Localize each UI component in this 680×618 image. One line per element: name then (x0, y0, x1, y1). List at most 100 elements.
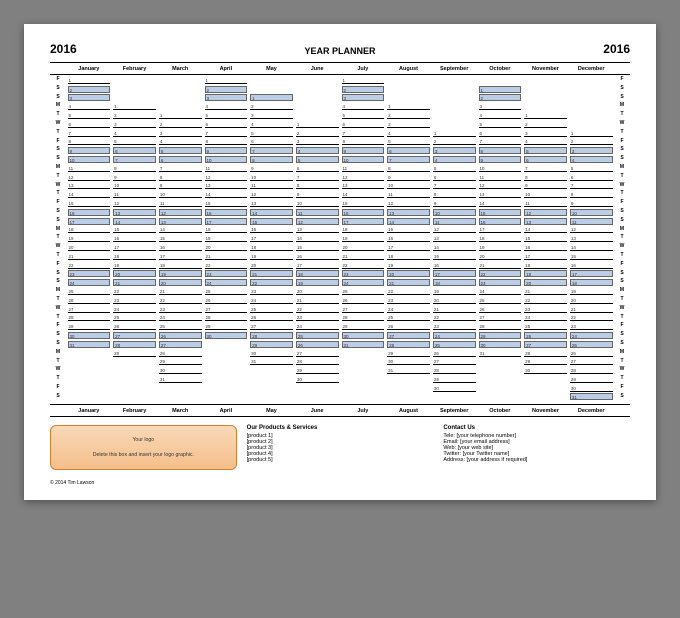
day-cell[interactable]: 11 (159, 198, 202, 207)
day-cell[interactable]: 6 (205, 119, 248, 128)
day-cell[interactable]: 24 (250, 295, 293, 304)
day-cell[interactable]: 8 (342, 137, 385, 146)
day-cell[interactable]: 30 (296, 374, 339, 383)
day-cell[interactable]: 18 (570, 277, 613, 286)
day-cell[interactable]: 10 (479, 163, 522, 172)
day-cell[interactable]: 10 (524, 189, 567, 198)
day-cell[interactable]: 26 (433, 348, 476, 357)
day-cell[interactable]: 16 (524, 242, 567, 251)
day-cell[interactable]: 3 (68, 93, 111, 102)
day-cell[interactable]: 11 (205, 163, 248, 172)
day-cell[interactable]: 19 (524, 269, 567, 278)
day-cell[interactable]: 20 (570, 295, 613, 304)
day-cell[interactable]: 4 (205, 101, 248, 110)
day-cell[interactable]: 24 (113, 304, 156, 313)
day-cell[interactable]: 1 (387, 101, 430, 110)
day-cell[interactable]: 6 (342, 119, 385, 128)
day-cell[interactable]: 7 (296, 172, 339, 181)
day-cell[interactable]: 8 (159, 172, 202, 181)
day-cell[interactable]: 16 (387, 233, 430, 242)
day-cell[interactable]: 10 (68, 154, 111, 163)
day-cell[interactable]: 14 (68, 189, 111, 198)
day-cell[interactable]: 14 (296, 233, 339, 242)
day-cell[interactable]: 28 (479, 321, 522, 330)
day-cell[interactable]: 18 (479, 233, 522, 242)
day-cell[interactable]: 1 (205, 75, 248, 84)
day-cell[interactable]: 13 (479, 189, 522, 198)
day-cell[interactable]: 14 (250, 207, 293, 216)
day-cell[interactable]: 4 (524, 137, 567, 146)
day-cell[interactable]: 25 (570, 339, 613, 348)
day-cell[interactable]: 16 (342, 207, 385, 216)
day-cell[interactable]: 3 (159, 128, 202, 137)
day-cell[interactable]: 14 (570, 242, 613, 251)
day-cell[interactable]: 20 (387, 269, 430, 278)
day-cell[interactable]: 27 (570, 357, 613, 366)
day-cell[interactable]: 15 (296, 242, 339, 251)
day-cell[interactable]: 13 (296, 225, 339, 234)
day-cell[interactable]: 8 (387, 163, 430, 172)
day-cell[interactable]: 5 (479, 119, 522, 128)
day-cell[interactable]: 16 (159, 242, 202, 251)
day-cell[interactable]: 11 (479, 172, 522, 181)
day-cell[interactable]: 16 (250, 225, 293, 234)
day-cell[interactable]: 22 (570, 313, 613, 322)
day-cell[interactable]: 11 (524, 198, 567, 207)
day-cell[interactable]: 7 (68, 128, 111, 137)
day-cell[interactable]: 6 (387, 145, 430, 154)
day-cell[interactable]: 18 (113, 251, 156, 260)
day-cell[interactable]: 27 (113, 330, 156, 339)
day-cell[interactable]: 26 (159, 330, 202, 339)
day-cell[interactable]: 26 (479, 304, 522, 313)
day-cell[interactable]: 9 (570, 198, 613, 207)
day-cell[interactable]: 15 (159, 233, 202, 242)
day-cell[interactable]: 3 (205, 93, 248, 102)
day-cell[interactable]: 12 (68, 172, 111, 181)
day-cell[interactable]: 6 (159, 154, 202, 163)
day-cell[interactable]: 31 (159, 374, 202, 383)
day-cell[interactable]: 1 (68, 75, 111, 84)
day-cell[interactable]: 17 (342, 216, 385, 225)
day-cell[interactable]: 8 (68, 137, 111, 146)
day-cell[interactable]: 14 (159, 225, 202, 234)
day-cell[interactable]: 18 (205, 225, 248, 234)
day-cell[interactable]: 2 (342, 84, 385, 93)
day-cell[interactable]: 24 (524, 313, 567, 322)
day-cell[interactable]: 16 (296, 251, 339, 260)
day-cell[interactable]: 31 (68, 339, 111, 348)
day-cell[interactable]: 19 (433, 286, 476, 295)
day-cell[interactable]: 7 (387, 154, 430, 163)
day-cell[interactable]: 21 (479, 260, 522, 269)
day-cell[interactable]: 25 (342, 286, 385, 295)
day-cell[interactable]: 2 (296, 128, 339, 137)
day-cell[interactable]: 20 (524, 277, 567, 286)
day-cell[interactable]: 7 (479, 137, 522, 146)
day-cell[interactable]: 24 (205, 277, 248, 286)
day-cell[interactable]: 19 (296, 277, 339, 286)
day-cell[interactable]: 31 (570, 392, 613, 401)
day-cell[interactable]: 18 (433, 277, 476, 286)
day-cell[interactable]: 12 (342, 172, 385, 181)
day-cell[interactable]: 7 (342, 128, 385, 137)
day-cell[interactable]: 31 (387, 365, 430, 374)
day-cell[interactable]: 17 (387, 242, 430, 251)
day-cell[interactable]: 5 (433, 163, 476, 172)
day-cell[interactable]: 22 (342, 260, 385, 269)
day-cell[interactable]: 30 (570, 383, 613, 392)
day-cell[interactable]: 2 (250, 101, 293, 110)
day-cell[interactable]: 5 (387, 137, 430, 146)
day-cell[interactable]: 6 (113, 145, 156, 154)
day-cell[interactable]: 4 (433, 154, 476, 163)
day-cell[interactable]: 30 (479, 339, 522, 348)
day-cell[interactable]: 28 (342, 313, 385, 322)
day-cell[interactable]: 18 (296, 269, 339, 278)
day-cell[interactable]: 2 (524, 119, 567, 128)
day-cell[interactable]: 21 (68, 251, 111, 260)
day-cell[interactable]: 9 (68, 145, 111, 154)
day-cell[interactable]: 25 (159, 321, 202, 330)
day-cell[interactable]: 28 (250, 330, 293, 339)
day-cell[interactable]: 25 (479, 295, 522, 304)
day-cell[interactable]: 18 (68, 225, 111, 234)
day-cell[interactable]: 15 (524, 233, 567, 242)
day-cell[interactable]: 16 (205, 207, 248, 216)
